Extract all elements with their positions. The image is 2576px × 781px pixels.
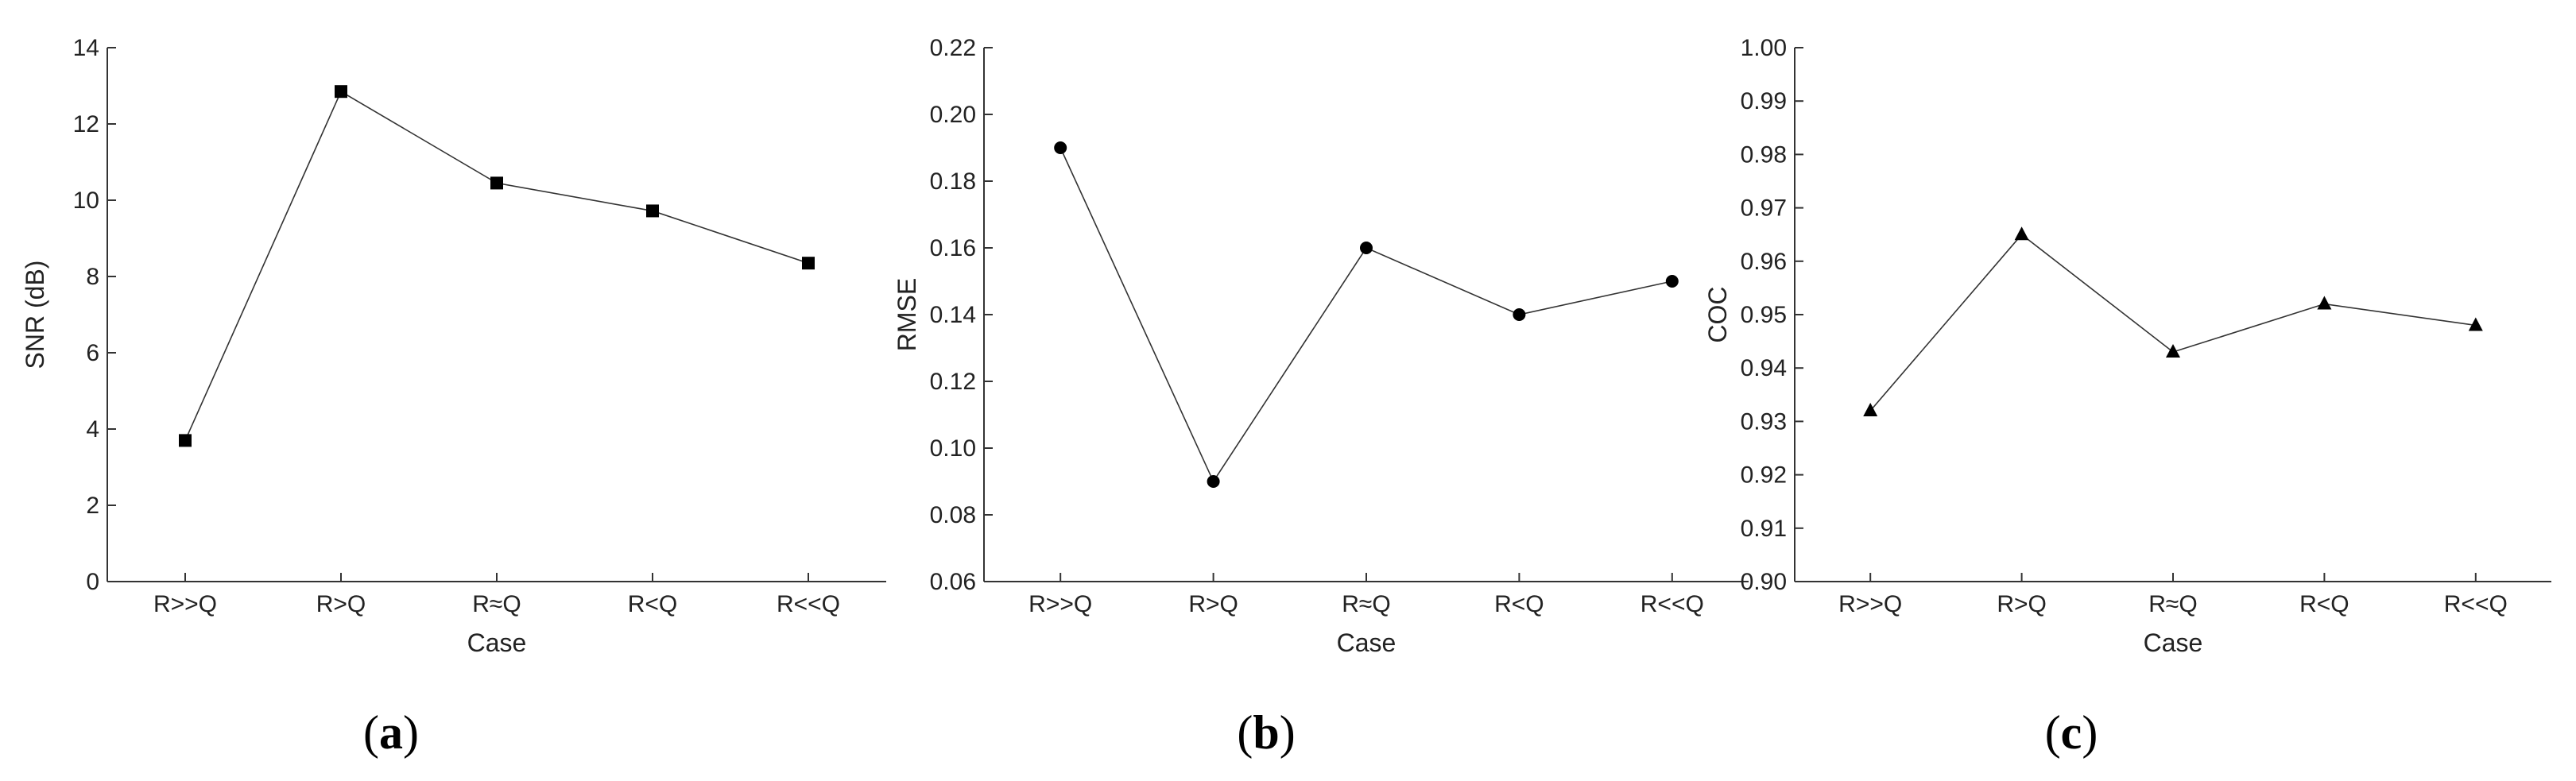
x-axis-title: Case [1337, 628, 1396, 657]
y-tick-label: 14 [73, 35, 99, 61]
chart-panel-c: 0.90 0.91 0.92 0.93 0.94 0.95 0.96 0.97 0.98 0.99… [1703, 35, 2551, 759]
x-axis-title: Case [2144, 628, 2203, 657]
y-tick-label: 0.06 [930, 569, 976, 595]
data-point-marker [1513, 308, 1526, 321]
panel-caption: (b) [1237, 706, 1295, 759]
y-axis-title: COC [1703, 286, 1732, 342]
y-tick-label: 0.20 [930, 102, 976, 128]
data-point-marker [2014, 226, 2029, 241]
y-tick-label: 0.12 [930, 369, 976, 395]
y-tick-label: 2 [86, 493, 99, 519]
data-point-marker [2468, 317, 2483, 331]
data-point-marker [1863, 402, 1878, 416]
x-tick-label: R>>Q [1028, 591, 1092, 617]
x-tick-label: R≈Q [2148, 591, 2197, 617]
panel-caption: (c) [2045, 706, 2098, 759]
y-axis-title: RMSE [893, 278, 921, 351]
x-tick-label: R<Q [628, 591, 678, 617]
y-axis-title: SNR (dB) [21, 261, 49, 369]
x-axis-title: Case [467, 628, 527, 657]
x-tick-label: R≈Q [1342, 591, 1390, 617]
panel-caption: (a) [363, 706, 419, 759]
x-tick-label: R≈Q [472, 591, 521, 617]
data-point-marker [1054, 141, 1067, 154]
y-tick-label: 4 [86, 416, 99, 443]
y-tick-label: 0.94 [1741, 355, 1787, 381]
y-tick-label: 0.10 [930, 435, 976, 462]
y-tick-label: 6 [86, 340, 99, 366]
y-tick-label: 1.00 [1741, 35, 1787, 61]
x-tick-label: R>Q [1997, 591, 2047, 617]
x-tick-label: R>Q [1188, 591, 1238, 617]
y-tick-label: 0.08 [930, 502, 976, 528]
data-point-marker [2317, 296, 2332, 310]
data-point-marker [335, 85, 347, 99]
y-tick-label: 0.99 [1741, 88, 1787, 114]
x-tick-label: R>>Q [153, 591, 217, 617]
data-point-marker [179, 434, 192, 447]
data-point-marker [490, 176, 503, 190]
chart-panel-a: 0 2 4 6 8 10 12 14 R>>Q R>Q R≈Q R<Q R<<Q Case SNR (dB)… [21, 35, 886, 759]
y-tick-label: 8 [86, 264, 99, 290]
y-tick-label: 0.16 [930, 235, 976, 261]
y-tick-label: 12 [73, 111, 99, 137]
data-point-marker [802, 257, 815, 270]
y-tick-label: 0 [86, 569, 99, 595]
x-tick-label: R>>Q [1838, 591, 1902, 617]
x-tick-label: R<Q [2299, 591, 2349, 617]
data-point-marker [1665, 275, 1679, 288]
series-line [1059, 147, 1672, 483]
series-line [1869, 234, 2476, 412]
y-tick-label: 0.95 [1741, 302, 1787, 328]
y-tick-label: 10 [73, 188, 99, 214]
data-point-marker [2166, 344, 2180, 358]
y-tick-label: 0.93 [1741, 408, 1787, 435]
x-tick-label: R<Q [1494, 591, 1544, 617]
y-tick-label: 0.96 [1741, 249, 1787, 275]
x-tick-label: R<<Q [1641, 591, 1704, 617]
data-point-marker [646, 204, 659, 218]
x-tick-label: R<<Q [2444, 591, 2508, 617]
y-tick-label: 0.14 [930, 302, 976, 328]
y-tick-label: 0.18 [930, 168, 976, 195]
y-tick-label: 0.22 [930, 35, 976, 61]
y-tick-label: 0.90 [1741, 569, 1787, 595]
y-tick-label: 0.92 [1741, 462, 1787, 489]
data-point-marker [1360, 242, 1373, 254]
x-tick-label: R>Q [316, 591, 366, 617]
series-line [184, 91, 809, 441]
y-tick-label: 0.97 [1741, 195, 1787, 222]
y-tick-label: 0.98 [1741, 141, 1787, 168]
x-tick-label: R<<Q [777, 591, 840, 617]
data-point-marker [1207, 475, 1220, 488]
y-tick-label: 0.91 [1741, 516, 1787, 542]
chart-panel-b: 0.06 0.08 0.10 0.12 0.14 0.16 0.18 0.20 0.22 R>>Q… [893, 35, 1749, 759]
